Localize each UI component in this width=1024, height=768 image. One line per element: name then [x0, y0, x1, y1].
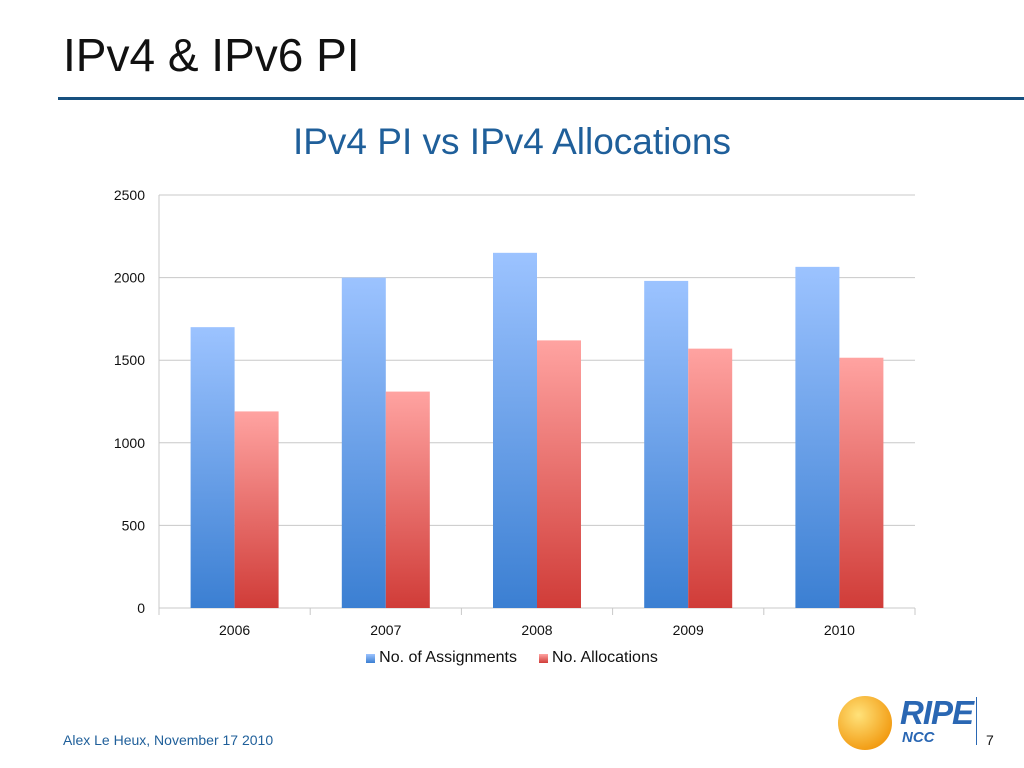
x-tick-label: 2008 — [521, 622, 552, 638]
axis-labels: 0 500 1000 1500 2000 2500 2006 2007 2008 2009 2010 — [114, 187, 855, 638]
bar-assignments — [190, 327, 235, 608]
bar-assignments — [341, 277, 386, 608]
bar-allocations — [234, 411, 279, 608]
y-tick-label: 2000 — [114, 270, 145, 286]
y-tick-label: 0 — [137, 600, 145, 616]
footer-divider — [976, 697, 977, 745]
slide-title: IPv4 & IPv6 PI — [63, 29, 360, 81]
y-tick-label: 1500 — [114, 352, 145, 368]
page-number: 7 — [986, 732, 994, 748]
chart-legend: No. of Assignments No. Allocations — [0, 649, 1024, 667]
bar-assignments — [795, 266, 840, 608]
x-tick-label: 2006 — [219, 622, 250, 638]
x-tick-label: 2009 — [673, 622, 704, 638]
x-tick-label: 2007 — [370, 622, 401, 638]
bar-assignments — [493, 252, 537, 608]
footer-author-date: Alex Le Heux, November 17 2010 — [63, 732, 274, 748]
bar-allocations — [688, 348, 733, 608]
bars — [190, 252, 884, 608]
chart-title: IPv4 PI vs IPv4 Allocations — [292, 121, 732, 162]
legend-swatch-blue — [366, 653, 376, 663]
y-tick-label: 1000 — [114, 435, 145, 451]
x-tick-label: 2010 — [824, 622, 855, 638]
legend-label: No. of Assignments — [379, 649, 517, 666]
bar-assignments — [644, 280, 689, 608]
bar-allocations — [385, 391, 430, 608]
legend-label: No. Allocations — [552, 649, 658, 666]
y-tick-label: 500 — [122, 517, 146, 533]
y-tick-label: 2500 — [114, 187, 145, 203]
ripe-ncc-logo: RIPE NCC — [836, 694, 976, 754]
logo-text-ripe: RIPE — [900, 694, 974, 731]
sun-icon — [838, 696, 892, 750]
legend-item-assignments: No. of Assignments — [366, 649, 517, 667]
title-divider — [58, 97, 1024, 100]
bar-allocations — [537, 340, 581, 608]
bar-allocations — [839, 357, 884, 608]
legend-item-allocations: No. Allocations — [539, 649, 658, 667]
logo-text-ncc: NCC — [902, 729, 935, 746]
legend-swatch-red — [539, 653, 548, 663]
